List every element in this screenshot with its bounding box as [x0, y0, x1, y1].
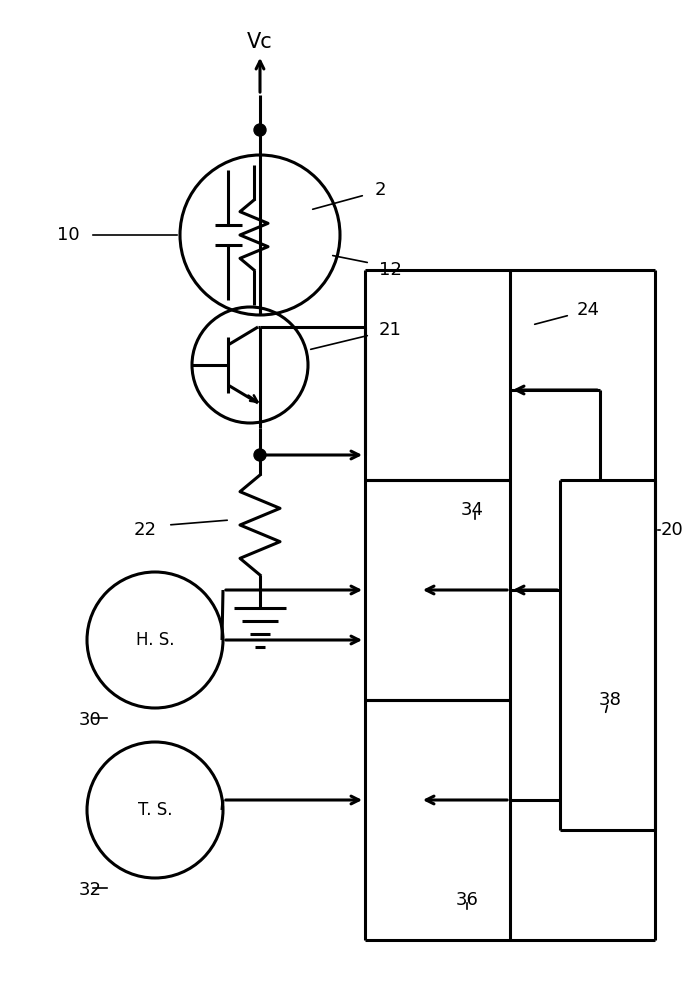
Text: 21: 21	[379, 321, 401, 339]
Text: 2: 2	[374, 181, 385, 199]
Text: 38: 38	[599, 691, 621, 709]
Text: 30: 30	[79, 711, 101, 729]
Text: 24: 24	[576, 301, 599, 319]
Text: 34: 34	[460, 501, 484, 519]
Text: 36: 36	[455, 891, 478, 909]
Text: 20: 20	[661, 521, 684, 539]
Text: 12: 12	[379, 261, 401, 279]
Circle shape	[254, 124, 266, 136]
Text: Vc: Vc	[247, 32, 273, 52]
Text: 32: 32	[78, 881, 102, 899]
Text: H. S.: H. S.	[136, 631, 174, 649]
Text: 10: 10	[57, 226, 80, 244]
Text: 22: 22	[134, 521, 156, 539]
Text: T. S.: T. S.	[138, 801, 172, 819]
Circle shape	[254, 449, 266, 461]
